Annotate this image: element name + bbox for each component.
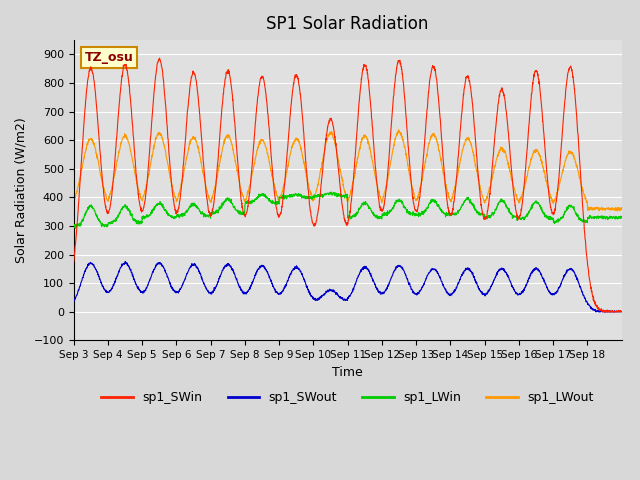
Y-axis label: Solar Radiation (W/m2): Solar Radiation (W/m2) xyxy=(15,118,28,263)
Title: SP1 Solar Radiation: SP1 Solar Radiation xyxy=(266,15,429,33)
Text: TZ_osu: TZ_osu xyxy=(84,51,133,64)
X-axis label: Time: Time xyxy=(332,366,363,379)
Legend: sp1_SWin, sp1_SWout, sp1_LWin, sp1_LWout: sp1_SWin, sp1_SWout, sp1_LWin, sp1_LWout xyxy=(96,386,599,409)
